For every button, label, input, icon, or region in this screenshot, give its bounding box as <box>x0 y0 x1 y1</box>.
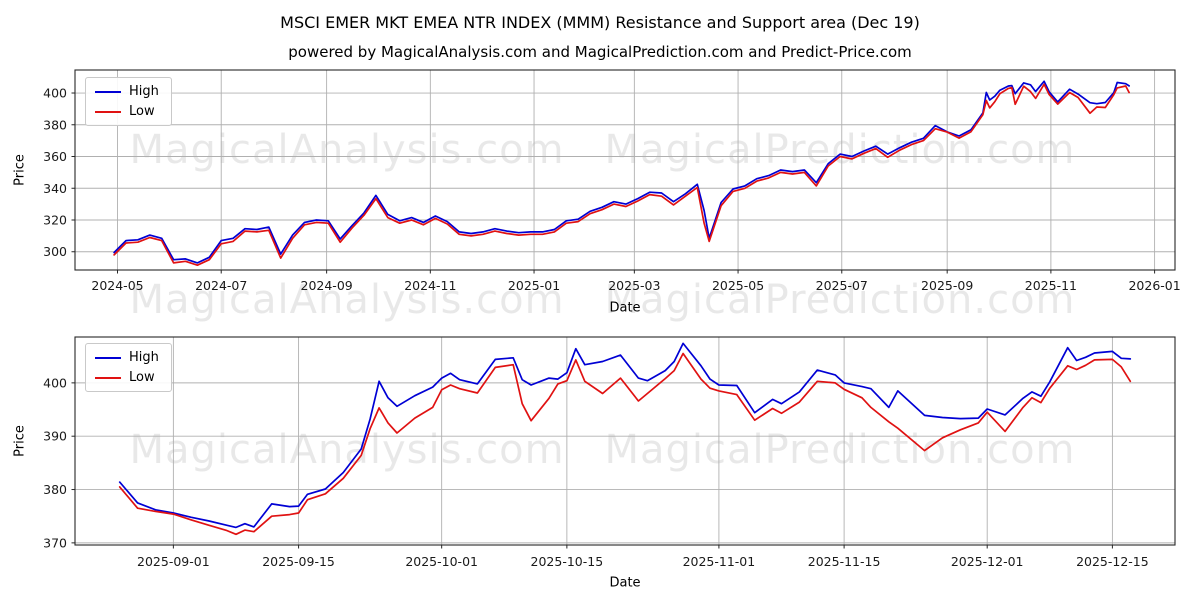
low-line <box>118 352 1132 536</box>
x-tick-label: 2025-01 <box>508 278 560 293</box>
x-tick-label: 2025-09 <box>921 278 973 293</box>
y-tick-label: 320 <box>43 213 67 228</box>
x-tick-label: 2025-10-15 <box>531 554 604 569</box>
x-tick-label: 2025-05 <box>712 278 764 293</box>
y-tick-label: 300 <box>43 244 67 259</box>
x-tick-label: 2025-03 <box>608 278 660 293</box>
x-tick-label: 2025-09-15 <box>262 554 335 569</box>
top-chart: 2024-05 2024-07 2024-09 2024-11 2025-01 2025-… <box>43 69 1181 293</box>
high-line <box>113 80 1130 264</box>
y-tick-label: 380 <box>43 482 67 497</box>
legend-item-high: High <box>95 84 159 99</box>
x-tick-label: 2025-07 <box>816 278 868 293</box>
top-x-axis-label: Date <box>609 300 641 316</box>
x-tick-label: 2025-11 <box>1025 278 1077 293</box>
watermark-text: MagicalAnalysis.com <box>129 427 565 473</box>
grid <box>75 70 1175 270</box>
x-tick-label: 2025-11-01 <box>683 554 756 569</box>
low-line-sample <box>95 110 121 113</box>
legend-label: Low <box>129 370 155 385</box>
high-line-sample <box>95 90 121 93</box>
bottom-chart: 2025-09-01 2025-09-15 2025-10-01 2025-10-15… <box>43 336 1176 569</box>
y-tick-label: 360 <box>43 149 67 164</box>
grid <box>75 337 1175 545</box>
x-tick-label: 2025-12-01 <box>951 554 1024 569</box>
x-tick-label: 2024-07 <box>195 278 247 293</box>
chart-subtitle: powered by MagicalAnalysis.com and Magic… <box>288 43 912 61</box>
legend-item-low: Low <box>95 370 159 385</box>
watermark-text: MagicalPrediction.com <box>604 427 1076 473</box>
legend-label: High <box>129 84 159 99</box>
plot-border <box>74 69 1176 271</box>
x-tick-label: 2024-09 <box>301 278 353 293</box>
x-tick-label: 2024-05 <box>91 278 143 293</box>
high-line <box>118 342 1132 529</box>
watermark-text: MagicalAnalysis.com <box>129 127 565 173</box>
watermark-text: MagicalPrediction.com <box>604 277 1076 323</box>
low-line <box>113 83 1130 267</box>
x-tick-label: 2025-12-15 <box>1076 554 1149 569</box>
chart-title: MSCI EMER MKT EMEA NTR INDEX (MMM) Resis… <box>280 13 920 32</box>
y-tick-label: 340 <box>43 181 67 196</box>
bottom-x-axis-label: Date <box>609 575 641 591</box>
y-tick-label: 390 <box>43 429 67 444</box>
low-line-sample <box>95 376 121 379</box>
x-tick-label: 2026-01 <box>1128 278 1180 293</box>
y-tick-label: 400 <box>43 375 67 390</box>
y-tick-label: 370 <box>43 535 67 550</box>
axis-ticks: 2025-09-01 2025-09-15 2025-10-01 2025-10-15… <box>43 375 1149 569</box>
x-tick-label: 2025-09-01 <box>137 554 210 569</box>
legend-label: High <box>129 350 159 365</box>
bottom-legend: High Low <box>85 343 172 392</box>
x-tick-label: 2025-11-15 <box>808 554 881 569</box>
legend-item-low: Low <box>95 104 159 119</box>
x-tick-label: 2024-11 <box>404 278 456 293</box>
high-line-sample <box>95 356 121 359</box>
legend-item-high: High <box>95 350 159 365</box>
y-tick-label: 400 <box>43 86 67 101</box>
watermark-text: MagicalAnalysis.com <box>129 277 565 323</box>
watermark-text: MagicalPrediction.com <box>604 127 1076 173</box>
y-tick-label: 380 <box>43 117 67 132</box>
top-legend: High Low <box>85 77 172 126</box>
top-y-axis-label: Price <box>12 154 28 186</box>
x-tick-label: 2025-10-01 <box>405 554 478 569</box>
legend-label: Low <box>129 104 155 119</box>
axis-ticks: 2024-05 2024-07 2024-09 2024-11 2025-01 2025-… <box>43 86 1181 293</box>
bottom-y-axis-label: Price <box>12 425 28 457</box>
plot-border <box>74 336 1176 546</box>
